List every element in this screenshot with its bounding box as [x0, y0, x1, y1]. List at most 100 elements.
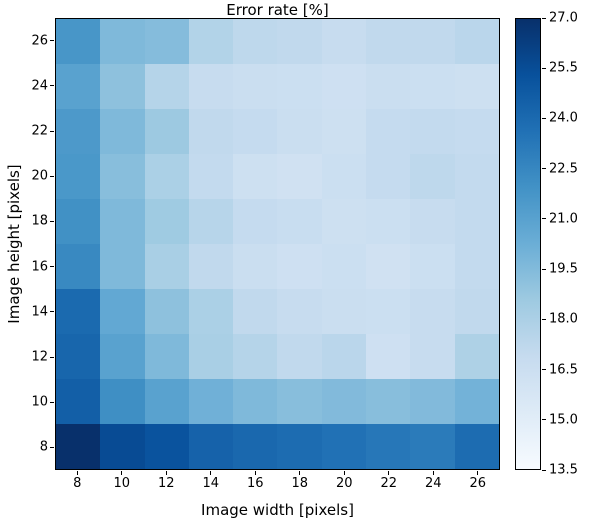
heatmap-cell: [56, 244, 101, 289]
x-axis-label: Image width [pixels]: [201, 501, 354, 519]
heatmap-cell: [188, 379, 234, 424]
heatmap-cell: [188, 109, 234, 154]
x-tick-label: 10: [113, 476, 131, 491]
heatmap-cell: [366, 109, 411, 154]
heatmap-cell: [233, 424, 278, 469]
y-tick-label: 14: [31, 304, 48, 320]
y-tick-mark: [50, 266, 54, 268]
heatmap-cell: [188, 154, 234, 199]
heatmap-cell: [144, 154, 189, 199]
x-tick-mark: [432, 471, 434, 475]
heatmap-cell: [233, 289, 278, 334]
y-tick-mark: [50, 220, 54, 222]
heatmap-cell: [56, 379, 101, 424]
x-tick-mark: [477, 471, 479, 475]
heatmap-cell: [277, 379, 322, 424]
heatmap-cell: [366, 244, 411, 289]
heatmap-cell: [144, 424, 189, 469]
heatmap-cell: [56, 109, 101, 154]
heatmap-cell: [233, 199, 278, 244]
plot-area: [55, 18, 500, 470]
heatmap-cell: [366, 199, 411, 244]
heatmap-cell: [410, 379, 455, 424]
heatmap-cell: [56, 424, 101, 469]
heatmap-cell: [277, 334, 322, 379]
chart-title: Error rate [%]: [226, 1, 329, 19]
colorbar-tick-mark: [542, 117, 546, 119]
colorbar-tick-label: 21.0: [549, 211, 578, 227]
x-tick-mark: [165, 471, 167, 475]
colorbar-tick-label: 25.5: [549, 60, 578, 76]
heatmap-cell: [410, 334, 455, 379]
y-tick-mark: [50, 175, 54, 177]
heatmap-cell: [188, 424, 234, 469]
heatmap-grid: [56, 19, 499, 469]
heatmap-cell: [188, 244, 234, 289]
heatmap-cell: [100, 334, 145, 379]
y-tick-label: 10: [31, 394, 48, 410]
colorbar-tick-label: 27.0: [549, 10, 578, 26]
heatmap-cell: [454, 379, 499, 424]
heatmap-cell: [454, 424, 499, 469]
colorbar-tick-label: 18.0: [549, 311, 578, 327]
x-tick-label: 8: [73, 476, 82, 491]
heatmap-cell: [321, 334, 367, 379]
heatmap-cell: [410, 199, 455, 244]
heatmap-cell: [321, 109, 367, 154]
heatmap-cell: [321, 64, 367, 109]
x-tick-mark: [210, 471, 212, 475]
x-tick-label: 14: [202, 476, 220, 491]
heatmap-cell: [454, 19, 499, 64]
heatmap-cell: [277, 244, 322, 289]
heatmap-cell: [144, 109, 189, 154]
heatmap-cell: [410, 19, 455, 64]
heatmap-cell: [233, 109, 278, 154]
heatmap-cell: [454, 334, 499, 379]
y-tick-label: 8: [39, 439, 48, 455]
heatmap-cell: [410, 64, 455, 109]
heatmap-cell: [144, 244, 189, 289]
heatmap-cell: [366, 19, 411, 64]
y-tick-label: 24: [31, 78, 48, 94]
heatmap-cell: [321, 289, 367, 334]
x-tick-mark: [254, 471, 256, 475]
colorbar-tick-mark: [542, 168, 546, 170]
y-tick-label: 12: [31, 349, 48, 365]
heatmap-cell: [188, 64, 234, 109]
colorbar-tick-mark: [542, 67, 546, 69]
heatmap-cell: [56, 199, 101, 244]
heatmap-cell: [410, 154, 455, 199]
heatmap-cell: [277, 289, 322, 334]
y-tick-label: 16: [31, 259, 48, 275]
y-tick-label: 22: [31, 123, 48, 139]
colorbar-tick-mark: [542, 419, 546, 421]
colorbar-tick-mark: [542, 318, 546, 320]
heatmap-cell: [366, 64, 411, 109]
x-tick-label: 22: [380, 476, 398, 491]
heatmap-cell: [277, 109, 322, 154]
heatmap-cell: [100, 424, 145, 469]
heatmap-cell: [56, 154, 101, 199]
colorbar-tick-mark: [542, 268, 546, 270]
x-tick-mark: [388, 471, 390, 475]
heatmap-cell: [100, 109, 145, 154]
heatmap-cell: [366, 289, 411, 334]
heatmap-cell: [277, 154, 322, 199]
heatmap-cell: [321, 19, 367, 64]
heatmap-cell: [188, 199, 234, 244]
heatmap-cell: [144, 199, 189, 244]
heatmap-cell: [188, 289, 234, 334]
y-tick-mark: [50, 40, 54, 42]
heatmap-cell: [277, 64, 322, 109]
x-tick-label: 24: [424, 476, 442, 491]
heatmap-cell: [277, 424, 322, 469]
heatmap-cell: [144, 289, 189, 334]
heatmap-cell: [277, 199, 322, 244]
heatmap-cell: [454, 199, 499, 244]
y-tick-mark: [50, 85, 54, 87]
colorbar-tick-label: 19.5: [549, 261, 578, 277]
heatmap-cell: [144, 19, 189, 64]
heatmap-cell: [454, 109, 499, 154]
heatmap-cell: [410, 109, 455, 154]
heatmap-cell: [321, 244, 367, 289]
